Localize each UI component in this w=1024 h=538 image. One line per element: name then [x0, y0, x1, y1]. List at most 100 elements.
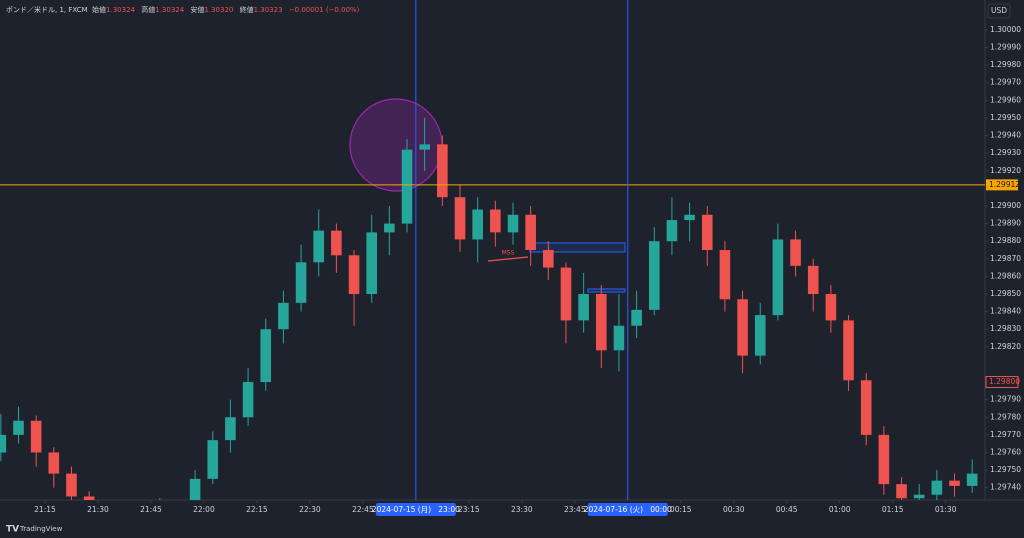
y-tick-label: 1.29770 [990, 430, 1021, 439]
candle-body [242, 382, 254, 418]
time-tag [375, 503, 456, 516]
candle-body [295, 262, 307, 303]
candle-body [666, 220, 678, 242]
x-tick-label: 23:45 [564, 505, 586, 514]
y-tick-label: 1.29740 [990, 483, 1021, 492]
candle-body [419, 144, 430, 150]
candle-body [754, 315, 766, 356]
candle-body [807, 265, 819, 295]
y-tick-label: 1.29790 [990, 395, 1021, 404]
candle-body [331, 230, 342, 256]
field-value: 1.30320 [204, 6, 234, 14]
candle-body [437, 144, 448, 198]
candle-body [843, 320, 854, 381]
candle-body [737, 299, 748, 356]
y-tick-label: 1.29980 [990, 60, 1021, 69]
x-tick-label: 23:15 [458, 505, 480, 514]
x-tick-label: 00:30 [723, 505, 745, 514]
candle-body [454, 197, 466, 240]
y-tick-label: 1.29960 [990, 95, 1021, 104]
y-tick-label: 1.29780 [990, 412, 1021, 421]
zone-box [587, 288, 626, 293]
candle-body [401, 149, 413, 224]
symbol: ポンド／米ドル, 1, FXCM [6, 6, 88, 14]
candle-body [543, 250, 554, 268]
y-tick-label: 1.29880 [990, 236, 1021, 245]
y-tick-label: 1.29900 [990, 201, 1021, 210]
candle-body [207, 440, 219, 479]
logo-icon: TV [6, 525, 19, 535]
field-label: 高値 [141, 6, 156, 14]
header: ポンド／米ドル, 1, FXCM 始値1.30324 高値1.30324 安値1… [6, 5, 363, 15]
x-tick-label: 23:30 [511, 505, 533, 514]
field-label: 終値 [239, 6, 254, 14]
candle-body [595, 294, 607, 351]
candle-body [13, 420, 24, 435]
y-tick-label: 1.29860 [990, 271, 1021, 280]
x-tick-label: 21:30 [87, 505, 109, 514]
price-tag-label: 1.29800 [989, 377, 1020, 386]
candle-body [278, 302, 289, 330]
candle-body [701, 214, 713, 250]
candle-body [313, 230, 325, 263]
y-tick-label: 1.30000 [990, 25, 1021, 34]
y-tick-label: 1.29940 [990, 131, 1021, 140]
time-tag [587, 503, 668, 516]
x-tick-label: 01:15 [882, 505, 904, 514]
field-label: 安値 [190, 6, 205, 14]
candle-body [913, 494, 925, 499]
plot: MSS [0, 98, 985, 500]
field-value: 1.30324 [106, 6, 135, 14]
x-tick-label: 01:30 [935, 505, 957, 514]
candle-body [0, 434, 7, 453]
candle-body [48, 452, 60, 474]
y-tick-label: 1.29850 [990, 289, 1021, 298]
currency: USD [991, 6, 1007, 15]
candle-body [560, 267, 572, 321]
y-tick-label: 1.29890 [990, 219, 1021, 228]
candle-body [648, 241, 660, 310]
candle-body [931, 480, 943, 495]
time-tag-label: 2024-07-15 (月) 23:00 [372, 505, 460, 514]
y-tick-label: 1.29820 [990, 342, 1021, 351]
y-tick-label: 1.29990 [990, 43, 1021, 52]
candle-body [30, 420, 42, 453]
candle-body [225, 417, 236, 441]
candle-body [578, 294, 589, 321]
candle-body [260, 329, 272, 383]
candle-body [790, 239, 801, 266]
x-tick-label: 21:15 [34, 505, 56, 514]
annotation: MSS [502, 250, 515, 257]
change: −0.00001 (−0.00%) [288, 6, 360, 14]
price-tag [986, 179, 1018, 191]
y-tick-label: 1.29870 [990, 254, 1021, 263]
candle-body [613, 325, 625, 351]
candle-body [366, 232, 378, 295]
candle-body [949, 480, 960, 486]
y-tick-label: 1.29840 [990, 307, 1021, 316]
x-tick-label: 22:00 [193, 505, 215, 514]
currency-box [987, 3, 1011, 19]
field-value: 1.30324 [155, 6, 185, 14]
price-tag [985, 376, 1019, 389]
candle-body [525, 214, 536, 250]
candle-body [66, 473, 77, 497]
x-tick-label: 01:00 [829, 505, 851, 514]
candle-body [348, 255, 360, 295]
y-tick-label: 1.29950 [990, 113, 1021, 122]
x-tick-label: 00:45 [776, 505, 798, 514]
field-value: 1.30323 [253, 6, 283, 14]
field-label: 始値 [92, 6, 107, 14]
footer: TradingView [19, 525, 63, 533]
candle-body [507, 214, 519, 233]
candle-body [384, 223, 395, 233]
x-tick-label: 21:45 [140, 505, 162, 514]
x-tick-label: 22:15 [246, 505, 268, 514]
candle-body [772, 239, 784, 316]
candle-body [896, 484, 907, 499]
candle-body [631, 309, 642, 326]
candle-body [860, 380, 872, 435]
candle-body [83, 496, 95, 500]
x-tick-label: 22:30 [299, 505, 321, 514]
